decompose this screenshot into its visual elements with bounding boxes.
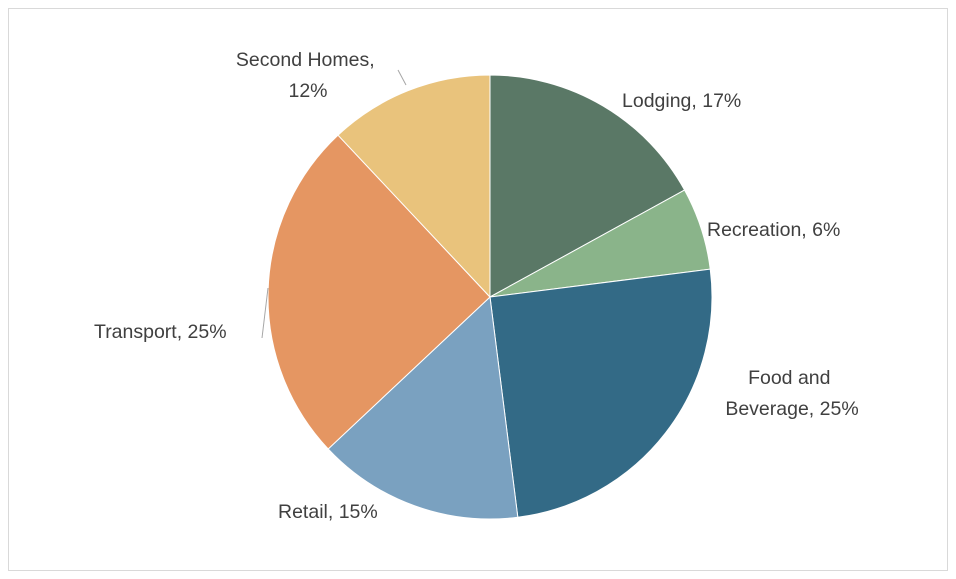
slice-retail — [327, 295, 519, 520]
label-recreation: Recreation, 6% — [707, 219, 840, 241]
label-transport: Transport, 25% — [94, 321, 227, 343]
pie-slices — [267, 74, 713, 520]
label-food-and-beverage-line2: Beverage, 25% — [725, 398, 858, 420]
label-retail: Retail, 15% — [278, 501, 378, 523]
leader-lines — [261, 69, 407, 339]
slice-food-and-beverage — [489, 268, 713, 518]
label-food-and-beverage: Food and Beverage, 25% — [725, 367, 858, 420]
label-second-homes: Second Homes, 12% — [236, 49, 380, 102]
leader-second-homes — [397, 69, 407, 86]
label-lodging: Lodging, 17% — [622, 90, 741, 112]
slice-labels: Lodging, 17% Recreation, 6% Food and Bev… — [94, 49, 859, 523]
slice-second-homes — [337, 74, 491, 299]
leader-transport — [261, 287, 269, 339]
label-food-and-beverage-line1: Food and — [748, 367, 830, 389]
label-second-homes-line2: 12% — [288, 80, 327, 102]
label-second-homes-line1: Second Homes, — [236, 49, 375, 71]
slice-lodging — [489, 74, 686, 298]
